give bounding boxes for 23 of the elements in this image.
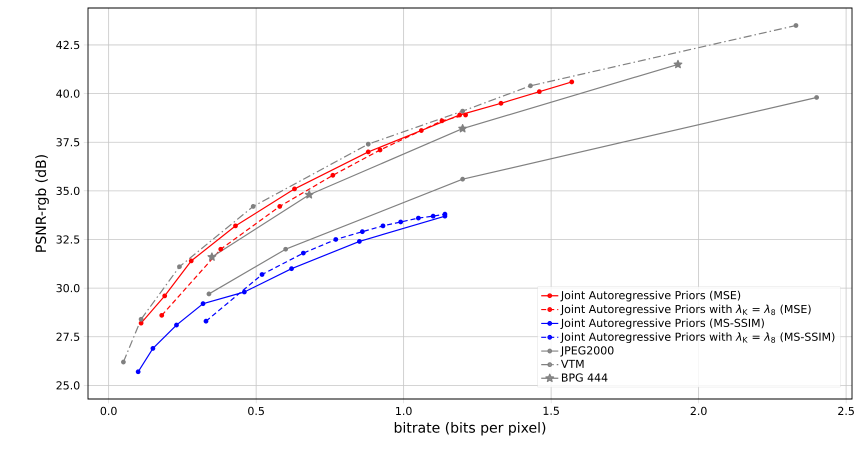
- legend-label: Joint Autoregressive Priors (MSE): [560, 290, 740, 302]
- legend-label: Joint Autoregressive Priors with λ$_{K}$ = λ$_{8}$ (MSE): [560, 304, 811, 316]
- x-tick-label: 1.0: [396, 406, 412, 416]
- x-tick-label: 0.0: [100, 406, 117, 416]
- y-tick-label: 27.5: [56, 332, 80, 341]
- x-tick-label: 2.5: [838, 406, 854, 416]
- y-tick-label: 35.0: [56, 186, 80, 196]
- y-tick-label: 37.5: [56, 138, 80, 146]
- y-tick-label: 42.5: [56, 40, 80, 50]
- legend-label: JPEG2000: [560, 346, 614, 357]
- x-tick-label: 0.5: [248, 406, 264, 416]
- legend-label: BPG 444: [562, 373, 608, 382]
- legend-label: Joint Autoregressive Priors with λ$_{K}$ = λ$_{8}$ (MS-SSIM): [560, 332, 834, 344]
- y-tick-label: 30.0: [56, 284, 80, 292]
- x-tick-label: 1.5: [544, 406, 559, 415]
- y-tick-label: 40.0: [56, 89, 80, 98]
- x-axis-title: bitrate (bits per pixel): [394, 422, 546, 436]
- x-tick-label: 2.0: [690, 406, 707, 416]
- y-axis-title: PSNR-rgb (dB): [35, 155, 49, 252]
- y-tick-label: 32.5: [56, 235, 80, 244]
- legend-label: VTM: [560, 360, 584, 368]
- y-tick-label: 25.0: [56, 381, 80, 390]
- legend-label: Joint Autoregressive Priors (MS-SSIM): [560, 318, 764, 330]
